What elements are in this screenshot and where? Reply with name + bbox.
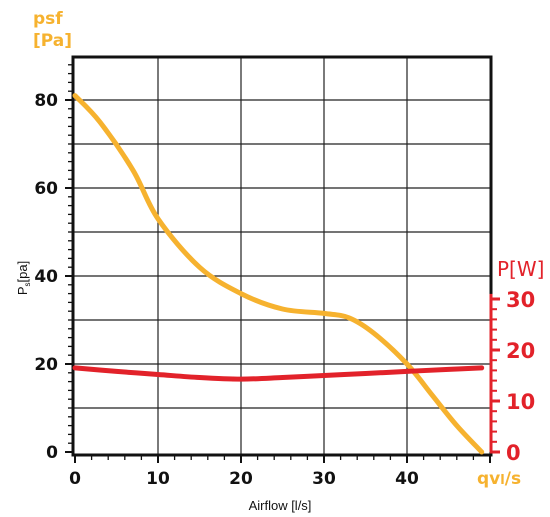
left-axis-label-suffix: [pa] — [15, 261, 30, 283]
right-axis — [489, 293, 500, 454]
x-axis-tick-label: 20 — [229, 469, 253, 489]
plot-frame — [71, 55, 493, 457]
left-axis-tick-label: 80 — [34, 91, 58, 111]
x-axis-tick-label: 10 — [146, 469, 170, 489]
right-axis-tick-label: 10 — [506, 390, 535, 414]
x-axis-end-label-sub: l — [500, 473, 504, 488]
right-axis-unit: P[W] — [497, 257, 544, 281]
x-axis-tick-label: 40 — [395, 469, 419, 489]
power-curve — [72, 365, 485, 382]
left-axis-unit-line2: [Pa] — [33, 31, 72, 51]
minor-ticks — [65, 64, 491, 463]
series-layer — [72, 93, 485, 455]
left-axis-tick-label: 0 — [46, 443, 58, 463]
right-axis-tick-label: 30 — [506, 288, 535, 312]
left-axis-label-sub: s — [23, 283, 32, 287]
left-axis-label: Ps[pa] — [15, 261, 32, 295]
pressure-curve — [72, 93, 485, 455]
x-axis-end-label-main: qv — [477, 469, 500, 489]
left-axis-unit-line1: psf — [33, 9, 63, 29]
left-axis-label-main: P — [15, 287, 30, 296]
grid-lines — [73, 57, 491, 455]
left-axis-tick-label: 20 — [34, 355, 58, 375]
left-axis-tick-label: 60 — [34, 179, 58, 199]
left-axis-tick-label: 40 — [34, 267, 58, 287]
x-axis-end-label: qvl/s — [477, 469, 521, 489]
x-axis-label: Airflow [l/s] — [249, 498, 312, 513]
svg-text:Ps[pa]: Ps[pa] — [15, 261, 32, 295]
right-axis-tick-label: 0 — [506, 441, 521, 465]
x-axis-tick-label: 30 — [312, 469, 336, 489]
tick-labels: 0 20 40 60 80 0 10 20 30 40 0 10 20 30 — [34, 91, 535, 489]
right-axis-tick-label: 20 — [506, 339, 535, 363]
x-axis-end-label-suffix: /s — [505, 469, 521, 489]
x-axis-tick-label: 0 — [69, 469, 81, 489]
